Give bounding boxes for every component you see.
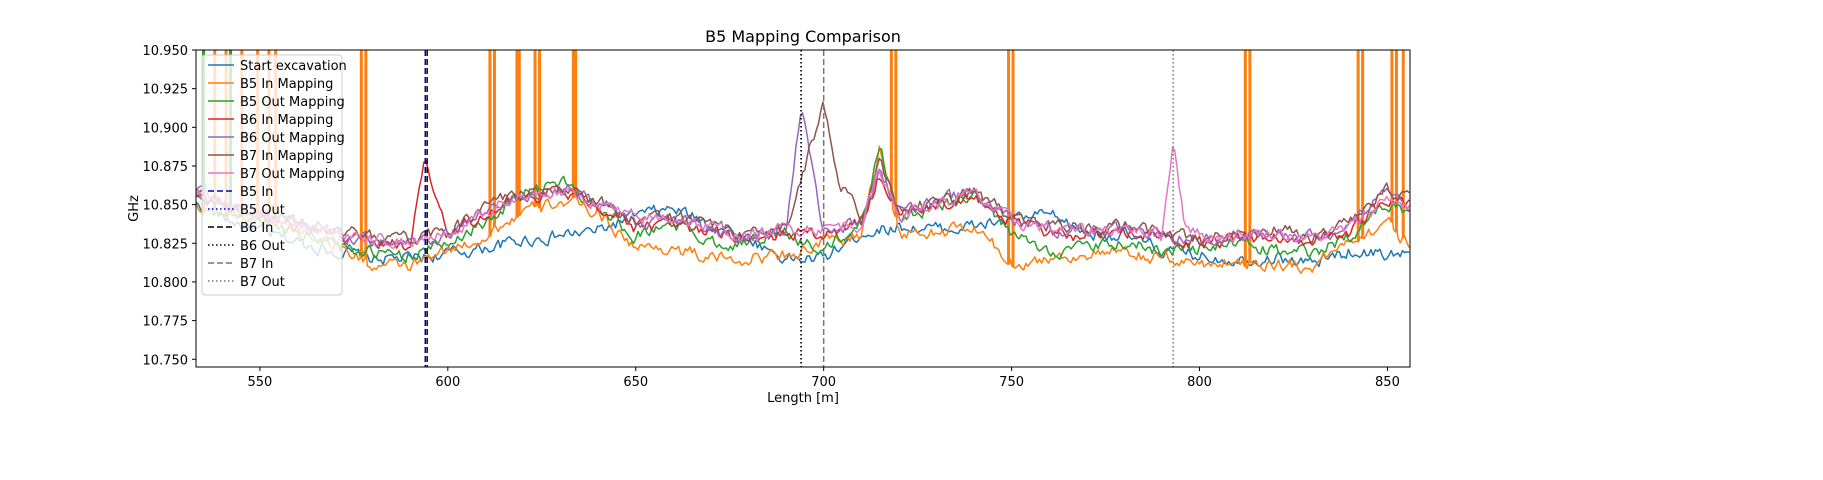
x-tick-label: 700: [811, 375, 836, 390]
y-tick-label: 10.875: [143, 160, 189, 175]
legend-label: B6 In: [240, 221, 273, 236]
legend-label: B7 Out: [240, 275, 285, 290]
legend-label: B6 Out Mapping: [240, 131, 345, 146]
legend-label: B5 Out: [240, 203, 285, 218]
y-tick-label: 10.925: [143, 83, 189, 98]
x-tick-label: 650: [623, 375, 648, 390]
series-line: [196, 146, 1410, 250]
legend-label: B5 Out Mapping: [240, 95, 345, 110]
legend-label: B7 Out Mapping: [240, 167, 345, 182]
legend: Start excavation B5 In Mapping B5 Out Mapp…: [201, 54, 347, 296]
series-line: [196, 201, 1410, 268]
y-tick-label: 10.825: [143, 237, 189, 252]
axes-frame: [195, 49, 1411, 368]
series-line: [196, 101, 1410, 247]
y-axis-label: GHz: [127, 195, 142, 222]
legend-box: [201, 54, 343, 296]
legend-label: B5 In Mapping: [240, 77, 333, 92]
legend-label: B7 In: [240, 257, 273, 272]
y-tick-label: 10.900: [143, 121, 189, 136]
series-line: [196, 50, 1410, 264]
x-tick-label: 600: [435, 375, 460, 390]
y-tick-label: 10.800: [143, 276, 189, 291]
series-line: [196, 112, 1410, 248]
legend-label: B6 Out: [240, 239, 285, 254]
y-tick-label: 10.950: [143, 44, 189, 59]
y-tick-label: 10.750: [143, 353, 189, 368]
series-line: [196, 50, 1410, 274]
legend-label: B7 In Mapping: [240, 149, 333, 164]
legend-label: B6 In Mapping: [240, 113, 333, 128]
chart-title: B5 Mapping Comparison: [705, 27, 901, 46]
vertical-markers: [424, 50, 1174, 367]
y-tick-label: 10.850: [143, 199, 189, 214]
y-axis: 10.750 10.775 10.800 10.825 10.850 10.875 10.9…: [143, 44, 196, 368]
x-tick-label: 550: [247, 375, 272, 390]
x-tick-label: 850: [1375, 375, 1400, 390]
legend-label: B5 In: [240, 185, 273, 200]
x-axis: 550 600 650 700 750 800 850: [247, 367, 1400, 390]
x-tick-label: 800: [1187, 375, 1212, 390]
plot-lines: [196, 50, 1410, 274]
legend-label: Start excavation: [240, 59, 347, 74]
x-axis-label: Length [m]: [767, 391, 839, 406]
y-tick-label: 10.775: [143, 315, 189, 330]
x-tick-label: 750: [999, 375, 1024, 390]
